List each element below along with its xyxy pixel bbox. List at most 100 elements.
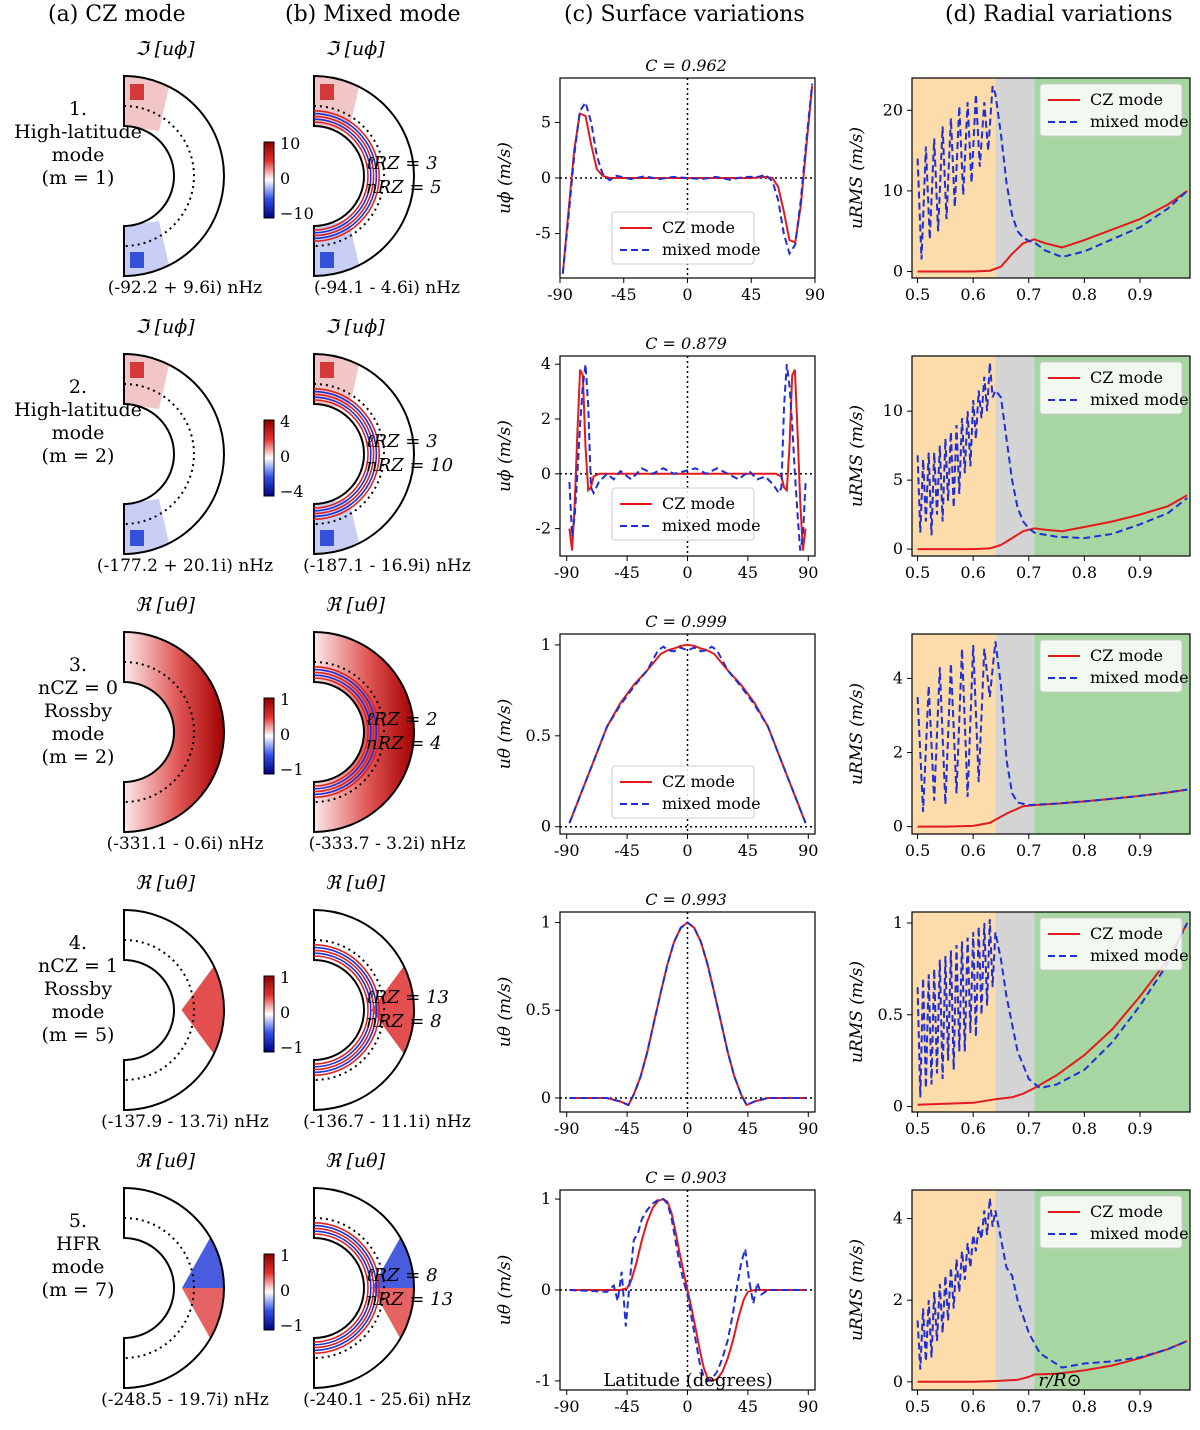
component-label-cz: ℑ [uϕ] — [135, 38, 195, 60]
x-tick-label: -90 — [554, 841, 580, 860]
x-tick-label: -45 — [614, 841, 640, 860]
x-tick-label: 0 — [682, 285, 692, 304]
x-tick-label: 0.7 — [1016, 841, 1041, 860]
cz-disk-2-spot-n — [130, 362, 144, 378]
title-radial: (d) Radial variations — [945, 2, 1173, 27]
mode-label-line: 3. — [68, 654, 88, 676]
mode-label-line: (m = 2) — [41, 445, 115, 467]
x-tick-label: 0.5 — [905, 285, 930, 304]
colorbar-tick: 1 — [280, 690, 291, 709]
mixed-disk-5-ring — [313, 1233, 369, 1343]
mode-row-3: 3. nCZ = 0 Rossby mode (m = 2) ℜ [uθ] ℜ [uθ] ℓ… — [0, 594, 1200, 872]
x-tick-label: 90 — [798, 1397, 818, 1416]
y-tick-label: 0 — [893, 817, 903, 836]
x-tick-label: 0.5 — [905, 841, 930, 860]
cz-disk-5-outline — [123, 1186, 225, 1390]
y-axis-label: uθ (m/s) — [495, 977, 515, 1047]
series-cz — [917, 494, 1188, 551]
y-tick-label: 0 — [893, 539, 903, 558]
cz-disk-1-tachocline — [123, 105, 195, 247]
y-axis-label: uθ (m/s) — [495, 1255, 515, 1325]
y-tick-label: 1 — [893, 913, 903, 932]
cz-freq: (-137.9 - 13.7i) nHz — [101, 1112, 269, 1132]
rz-n-label: nRZ = 13 — [366, 1289, 454, 1310]
component-label-cz: ℑ [uϕ] — [135, 316, 195, 338]
series-mixed — [916, 919, 1189, 1098]
legend-label-cz: CZ mode — [662, 218, 735, 237]
rz-n-label: nRZ = 5 — [366, 177, 442, 198]
x-tick-label: -90 — [547, 285, 573, 304]
mixed-disk-2-spot-s — [320, 530, 334, 546]
y-tick-label: 0.5 — [878, 1005, 903, 1024]
x-tick-label: -45 — [614, 1397, 640, 1416]
mixed-disk-3-outline — [313, 630, 415, 834]
chart-d5: 0.5 0.6 0.7 0.8 0.9 0 2 4 uRMS (m/s) CZ mode mixed… — [847, 1189, 1191, 1416]
cz-disk-4-equatorial-lobe — [181, 966, 225, 1054]
mixed-disk-2-ring — [313, 393, 375, 515]
rz-l-label: ℓRZ = 3 — [366, 431, 438, 452]
mixed-disk-5-rz-rings — [313, 1222, 380, 1354]
mixed-disk-1-ring — [313, 115, 375, 237]
component-label-mixed: ℑ [uϕ] — [325, 38, 385, 60]
mixed-disk-4-outline — [313, 908, 415, 1112]
x-tick-label: 0.9 — [1127, 563, 1152, 582]
mixed-disk-1-spot-n — [320, 84, 334, 100]
mode-label: 3. nCZ = 0 Rossby mode (m = 2) — [14, 654, 142, 769]
x-tick-label: 45 — [738, 563, 758, 582]
x-tick-label: 0.9 — [1127, 1397, 1152, 1416]
component-label-mixed: ℜ [uθ] — [324, 872, 385, 894]
mixed-disk-5-ring — [313, 1230, 372, 1346]
correlation-label: C = 0.993 — [645, 890, 727, 909]
rz-n-label: nRZ = 8 — [366, 1011, 442, 1032]
x-tick-label: 45 — [738, 1397, 758, 1416]
mixed-freq: (-333.7 - 3.2i) nHz — [308, 834, 466, 854]
mode-label-line: (m = 7) — [41, 1279, 115, 1301]
colorbar-tick: 0 — [280, 1003, 291, 1022]
x-tick-label: 0 — [682, 1119, 692, 1138]
mode-label: 5. HFR mode (m = 7) — [14, 1210, 142, 1302]
correlation-label: C = 0.903 — [645, 1168, 727, 1187]
legend-label-mixed: mixed mode — [662, 794, 761, 813]
series-mixed — [916, 641, 1188, 812]
mixed-disk-5-outline — [313, 1186, 415, 1390]
mode-label: 1. High-latitude mode (m = 1) — [14, 98, 142, 190]
series-cz — [569, 1197, 806, 1383]
mixed-disk-3-ring — [313, 674, 372, 790]
mixed-disk-5-ring — [313, 1222, 380, 1354]
y-tick-label: 0 — [541, 1280, 551, 1299]
rz-l-label: ℓRZ = 8 — [366, 1265, 438, 1286]
xlabel-radial: r/R⊙ — [1038, 1370, 1082, 1391]
cz-mode-disk — [123, 630, 225, 834]
mode-label-line: (m = 1) — [41, 167, 115, 189]
component-label-cz: ℜ [uθ] — [134, 1150, 195, 1172]
component-label-cz: ℜ [uθ] — [134, 872, 195, 894]
mixed-disk-5-ring — [313, 1227, 375, 1349]
rz-n-label: nRZ = 4 — [366, 733, 442, 754]
mixed-disk-1-ring — [313, 118, 372, 234]
y-axis-label: uRMS (m/s) — [847, 961, 867, 1063]
rz-labels: ℓRZ = 2 nRZ = 4 — [366, 708, 442, 756]
x-tick-label: -45 — [611, 285, 637, 304]
cz-disk-2-tachocline — [123, 383, 195, 525]
rz-l-label: ℓRZ = 2 — [366, 709, 438, 730]
x-tick-label: 0.5 — [905, 1119, 930, 1138]
mixed-disk-4-ring — [313, 946, 378, 1074]
series-cz — [561, 85, 814, 274]
rz-labels: ℓRZ = 8 nRZ = 13 — [366, 1264, 453, 1312]
plot-frame — [911, 1189, 1191, 1391]
cz-disk-5-tachocline — [123, 1217, 195, 1359]
colorbar-gradient — [263, 1253, 275, 1331]
series-mixed — [561, 83, 814, 274]
colorbar-4 — [263, 1253, 275, 1331]
colorbar-tick: 1 — [280, 1246, 291, 1265]
legend-label-cz: CZ mode — [1090, 924, 1163, 943]
mixed-disk-1-ring — [313, 121, 369, 231]
mode-label-line: (m = 2) — [41, 746, 115, 768]
mixed-disk-2-outline — [313, 352, 415, 556]
x-tick-label: 0.9 — [1127, 841, 1152, 860]
y-tick-label: 10 — [883, 181, 903, 200]
mixed-disk-4-ring — [313, 949, 375, 1071]
cz-freq: (-92.2 + 9.6i) nHz — [107, 278, 263, 298]
cz-disk-1 — [123, 74, 225, 278]
legend-label-cz: CZ mode — [1090, 368, 1163, 387]
